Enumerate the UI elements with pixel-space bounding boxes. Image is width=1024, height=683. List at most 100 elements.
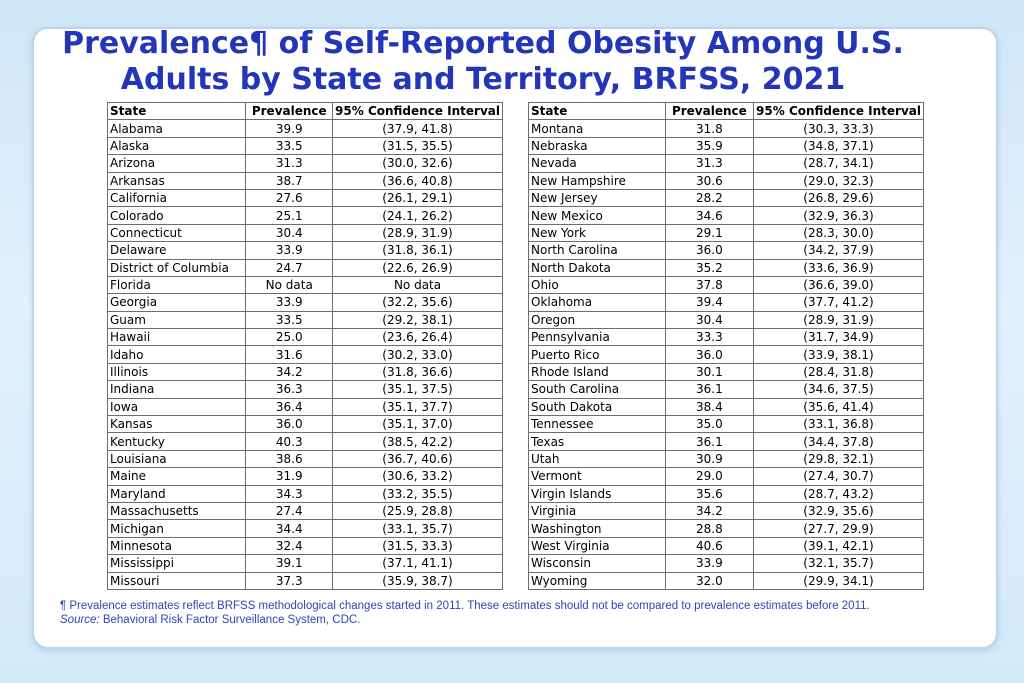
- cell-prevalence: 31.3: [245, 154, 334, 173]
- cell-prevalence: 33.3: [664, 328, 755, 347]
- cell-prevalence: 35.2: [664, 258, 755, 277]
- table-row: Texas 36.1 (34.4, 37.8): [528, 432, 924, 451]
- cell-state: Kentucky: [106, 432, 247, 451]
- table-row: Oklahoma 39.4 (37.7, 41.2): [528, 293, 924, 312]
- cell-prevalence: 31.3: [664, 154, 755, 173]
- cell-confidence-interval: (30.6, 33.2): [332, 467, 503, 486]
- cell-prevalence: 38.7: [245, 171, 334, 190]
- cell-prevalence: 39.1: [245, 554, 334, 573]
- cell-prevalence: 35.0: [664, 415, 755, 434]
- cell-prevalence: 38.4: [664, 397, 755, 417]
- cell-state: Massachusetts: [106, 501, 247, 521]
- cell-state: Minnesota: [106, 536, 247, 556]
- cell-prevalence: 31.8: [664, 119, 755, 138]
- cell-confidence-interval: (24.1, 26.2): [332, 206, 503, 225]
- cell-state: New Jersey: [528, 188, 666, 208]
- cell-state: Vermont: [528, 467, 666, 486]
- table-row: Kansas 36.0 (35.1, 37.0): [106, 415, 503, 434]
- cell-state: Nebraska: [528, 136, 666, 156]
- cell-confidence-interval: (32.9, 35.6): [753, 501, 924, 521]
- cell-confidence-interval: (28.3, 30.0): [753, 223, 924, 243]
- cell-prevalence: 40.6: [664, 536, 755, 556]
- cell-state: Iowa: [106, 397, 247, 417]
- table-header-row: State Prevalence 95% Confidence Interval: [528, 101, 924, 121]
- table-row: Puerto Rico 36.0 (33.9, 38.1): [528, 345, 924, 364]
- cell-state: Oregon: [528, 310, 666, 330]
- source-text: Behavioral Risk Factor Surveillance Syst…: [99, 614, 361, 626]
- table-row: California 27.6 (26.1, 29.1): [106, 188, 503, 208]
- cell-state: Pennsylvania: [528, 328, 666, 347]
- obesity-table-right: State Prevalence 95% Confidence Interval…: [528, 101, 924, 590]
- cell-confidence-interval: (28.4, 31.8): [753, 362, 924, 382]
- cell-state: Montana: [528, 119, 666, 138]
- table-row: New York 29.1 (28.3, 30.0): [528, 223, 924, 243]
- cell-confidence-interval: (36.6, 40.8): [332, 171, 503, 190]
- cell-state: Alaska: [106, 136, 247, 156]
- table-row: New Jersey 28.2 (26.8, 29.6): [528, 188, 924, 208]
- cell-confidence-interval: (31.7, 34.9): [753, 328, 924, 347]
- cell-prevalence: 33.9: [664, 554, 755, 573]
- cell-prevalence: 36.3: [245, 380, 334, 399]
- cell-state: Indiana: [106, 380, 247, 399]
- header-prevalence: Prevalence: [664, 101, 755, 121]
- cell-confidence-interval: (38.5, 42.2): [332, 432, 503, 451]
- cell-confidence-interval: (28.7, 43.2): [753, 484, 924, 503]
- header-state: State: [528, 101, 666, 121]
- cell-state: Oklahoma: [528, 293, 666, 312]
- table-row: Virginia 34.2 (32.9, 35.6): [528, 501, 924, 521]
- cell-confidence-interval: (33.2, 35.5): [332, 484, 503, 503]
- cell-state: Wisconsin: [528, 554, 666, 573]
- cell-confidence-interval: (30.2, 33.0): [332, 345, 503, 364]
- cell-confidence-interval: (25.9, 28.8): [332, 501, 503, 521]
- cell-prevalence: 28.8: [664, 519, 755, 538]
- cell-confidence-interval: (22.6, 26.9): [332, 258, 503, 277]
- cell-confidence-interval: (23.6, 26.4): [332, 328, 503, 347]
- cell-confidence-interval: (39.1, 42.1): [753, 536, 924, 556]
- table-row: Montana 31.8 (30.3, 33.3): [528, 119, 924, 138]
- table-row: Connecticut 30.4 (28.9, 31.9): [106, 223, 503, 243]
- cell-prevalence: 25.0: [245, 328, 334, 347]
- table-row: Guam 33.5 (29.2, 38.1): [106, 310, 503, 330]
- table-row: Wisconsin 33.9 (32.1, 35.7): [528, 554, 924, 573]
- cell-confidence-interval: (31.5, 33.3): [332, 536, 503, 556]
- cell-prevalence: 30.1: [664, 362, 755, 382]
- table-row: Georgia 33.9 (32.2, 35.6): [106, 293, 503, 312]
- cell-prevalence: 31.6: [245, 345, 334, 364]
- table-row: Florida No data No data: [106, 275, 503, 295]
- cell-confidence-interval: (37.1, 41.1): [332, 554, 503, 573]
- cell-state: District of Columbia: [106, 258, 247, 277]
- cell-confidence-interval: (29.0, 32.3): [753, 171, 924, 190]
- table-row: Massachusetts 27.4 (25.9, 28.8): [106, 501, 503, 521]
- cell-confidence-interval: (33.9, 38.1): [753, 345, 924, 364]
- table-row: North Carolina 36.0 (34.2, 37.9): [528, 241, 924, 260]
- cell-confidence-interval: (32.1, 35.7): [753, 554, 924, 573]
- cell-state: California: [106, 188, 247, 208]
- page-title: Prevalence¶ of Self-Reported Obesity Amo…: [60, 26, 906, 98]
- title-line-1: Prevalence¶ of Self-Reported Obesity Amo…: [62, 26, 904, 61]
- footnote-source: Source: Behavioral Risk Factor Surveilla…: [60, 613, 990, 627]
- cell-state: West Virginia: [528, 536, 666, 556]
- cell-state: Ohio: [528, 275, 666, 295]
- table-row: Ohio 37.8 (36.6, 39.0): [528, 275, 924, 295]
- cell-prevalence: 30.4: [245, 223, 334, 243]
- cell-state: Louisiana: [106, 449, 247, 469]
- cell-confidence-interval: (34.8, 37.1): [753, 136, 924, 156]
- cell-prevalence: 40.3: [245, 432, 334, 451]
- cell-prevalence: 39.4: [664, 293, 755, 312]
- table-row: Alabama 39.9 (37.9, 41.8): [106, 119, 503, 138]
- cell-state: Missouri: [106, 571, 247, 590]
- cell-prevalence: 32.0: [664, 571, 755, 590]
- table-row: Delaware 33.9 (31.8, 36.1): [106, 241, 503, 260]
- table-row: West Virginia 40.6 (39.1, 42.1): [528, 536, 924, 556]
- cell-state: Connecticut: [106, 223, 247, 243]
- cell-prevalence: 28.2: [664, 188, 755, 208]
- cell-confidence-interval: (32.9, 36.3): [753, 206, 924, 225]
- table-row: Michigan 34.4 (33.1, 35.7): [106, 519, 503, 538]
- cell-state: Puerto Rico: [528, 345, 666, 364]
- table-row: Vermont 29.0 (27.4, 30.7): [528, 467, 924, 486]
- cell-prevalence: 30.4: [664, 310, 755, 330]
- cell-state: Arkansas: [106, 171, 247, 190]
- cell-prevalence: 33.5: [245, 310, 334, 330]
- cell-prevalence: 35.6: [664, 484, 755, 503]
- cell-confidence-interval: No data: [332, 275, 503, 295]
